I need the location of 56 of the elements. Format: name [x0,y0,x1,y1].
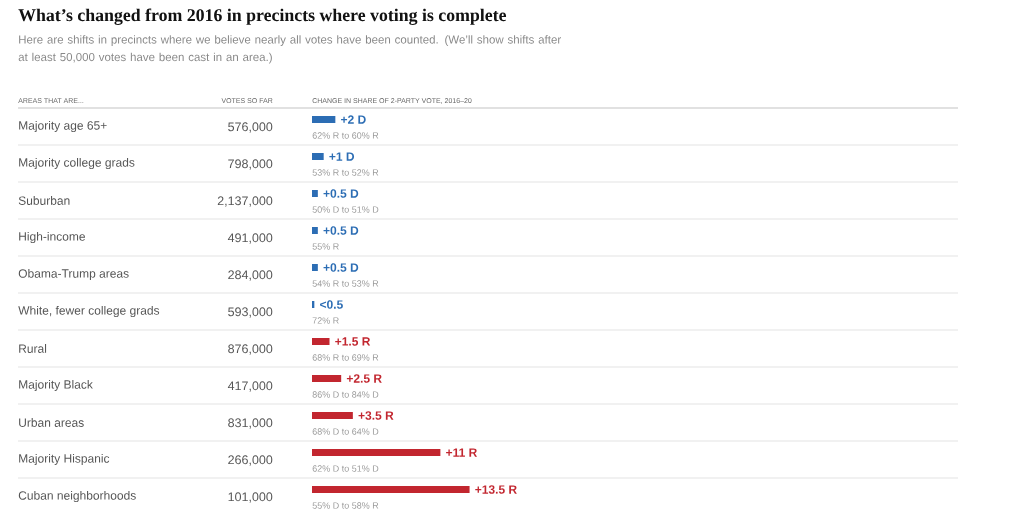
annotation: 86% D to 84% D [312,391,379,398]
annotation: 54% R to 53% R [312,280,379,287]
bar [312,449,441,456]
data-label: +0.5 D [323,189,359,198]
bar [312,375,342,382]
annotation: 62% D to 51% D [312,465,379,472]
y-tick-label: Obama-Trump areas [18,268,129,281]
y-tick-label: Suburban [18,196,70,205]
data-label: <0.5 [320,300,343,309]
y-tick-label: Cuban neighborhoods [18,490,136,503]
data-label: +13.5 R [475,485,517,494]
annotation: 55% D to 58% R [312,502,379,509]
data-label: +3.5 R [358,411,394,420]
bar [312,412,353,420]
text: 266,000 [228,455,273,466]
data-label: +2.5 R [346,374,382,383]
annotation: 68% D to 64% D [312,428,379,435]
text: 101,000 [228,492,273,503]
bar [312,486,470,493]
text: 2,137,000 [217,196,273,207]
y-tick-label: White, fewer college grads [18,305,160,318]
text: 576,000 [228,122,273,133]
chart-title: What’s changed from 2016 in precincts where voting is complete [18,8,507,25]
annotation: 72% R [312,317,339,324]
annotation: 50% D to 51% D [312,206,379,213]
data-label: +0.5 D [323,226,359,235]
y-tick-label: Majority age 65+ [19,120,107,133]
y-tick-label: High-income [19,231,86,244]
data-label: +2 D [341,115,366,124]
text: 284,000 [228,270,273,281]
text: 831,000 [228,418,273,429]
annotation: 62% R to 60% R [312,132,379,139]
y-tick-label: Majority Hispanic [19,453,110,466]
data-label: +0.5 D [323,263,359,272]
y-tick-label: Majority Black [19,379,93,392]
text: 876,000 [228,344,273,355]
text: 417,000 [227,381,273,392]
annotation: 53% R to 52% R [312,169,379,176]
bar [312,264,318,271]
bar [312,153,324,160]
bar [312,227,318,234]
text: 491,000 [227,233,273,244]
chart-subtitle: Here are shifts in precincts where we believe nearly all votes have been counted. (We’ll show shifts after at least 50,000 votes have been cast in an area.) [18,35,561,64]
y-tick-label: Rural [19,344,47,353]
text: 798,000 [228,159,273,170]
data-label: +1 D [329,152,355,161]
bar [312,338,330,345]
annotation: 68% R to 69% R [312,354,379,361]
data-label: +11 R [446,448,478,457]
bar [312,116,336,123]
text: 593,000 [228,307,273,318]
y-tick-label: Majority college grads [19,157,135,170]
annotation: 55% R [312,243,339,250]
data-label: +1.5 R [335,337,371,346]
bar [312,190,318,197]
y-tick-label: Urban areas [19,418,84,427]
